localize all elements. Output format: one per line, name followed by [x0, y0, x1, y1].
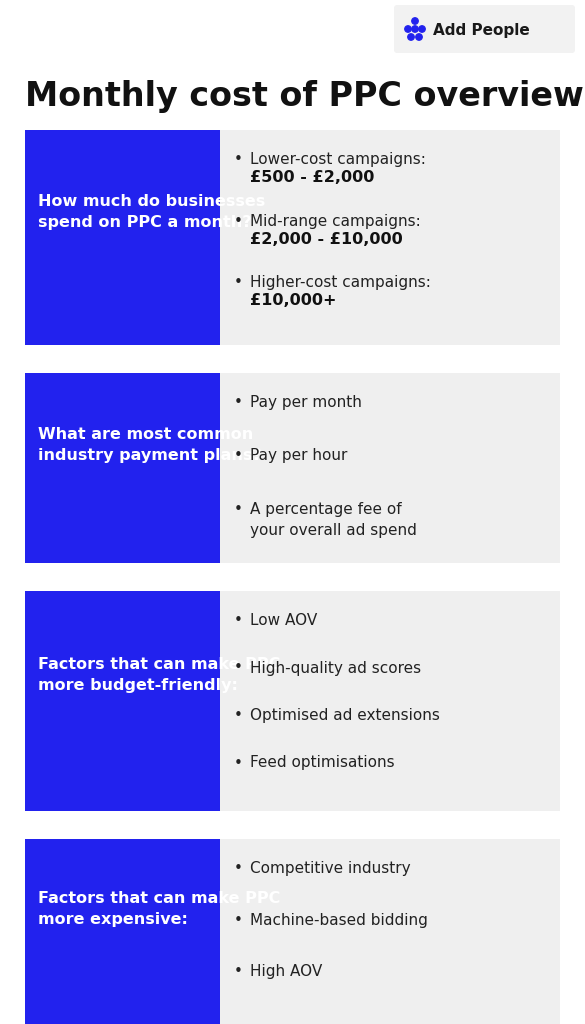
- Text: Lower-cost campaigns:: Lower-cost campaigns:: [250, 152, 426, 167]
- Text: •: •: [233, 502, 242, 517]
- FancyBboxPatch shape: [220, 130, 560, 345]
- Text: £500 - £2,000: £500 - £2,000: [250, 170, 374, 185]
- Text: High-quality ad scores: High-quality ad scores: [250, 660, 421, 676]
- Circle shape: [412, 17, 418, 25]
- Text: •: •: [233, 708, 242, 723]
- FancyBboxPatch shape: [220, 839, 560, 1024]
- Text: High AOV: High AOV: [250, 965, 322, 979]
- Text: •: •: [233, 275, 242, 291]
- FancyBboxPatch shape: [25, 130, 235, 345]
- FancyBboxPatch shape: [220, 373, 560, 563]
- Text: •: •: [233, 449, 242, 463]
- Text: Higher-cost campaigns:: Higher-cost campaigns:: [250, 275, 431, 291]
- Circle shape: [405, 26, 411, 32]
- Text: Pay per hour: Pay per hour: [250, 449, 347, 463]
- FancyBboxPatch shape: [25, 839, 235, 1024]
- Text: Factors that can make PPC
more expensive:: Factors that can make PPC more expensive…: [38, 891, 280, 928]
- Text: What are most common
industry payment plans?: What are most common industry payment pl…: [38, 427, 261, 463]
- Text: Machine-based bidding: Machine-based bidding: [250, 912, 428, 928]
- Text: •: •: [233, 660, 242, 676]
- Circle shape: [408, 34, 414, 40]
- Text: Pay per month: Pay per month: [250, 395, 362, 410]
- Text: How much do businesses
spend on PPC a month?: How much do businesses spend on PPC a mo…: [38, 194, 265, 229]
- Circle shape: [416, 34, 422, 40]
- FancyBboxPatch shape: [25, 373, 235, 563]
- FancyBboxPatch shape: [25, 591, 235, 811]
- Text: Factors that can make PPC
more budget-friendly:: Factors that can make PPC more budget-fr…: [38, 656, 280, 692]
- FancyBboxPatch shape: [394, 5, 575, 53]
- Text: £2,000 - £10,000: £2,000 - £10,000: [250, 231, 402, 247]
- Text: •: •: [233, 214, 242, 228]
- Text: •: •: [233, 395, 242, 410]
- Text: Feed optimisations: Feed optimisations: [250, 756, 395, 770]
- Text: Low AOV: Low AOV: [250, 613, 317, 628]
- Text: •: •: [233, 912, 242, 928]
- Text: Optimised ad extensions: Optimised ad extensions: [250, 708, 440, 723]
- Text: •: •: [233, 965, 242, 979]
- Text: •: •: [233, 861, 242, 876]
- Circle shape: [419, 26, 425, 32]
- Text: •: •: [233, 613, 242, 628]
- Text: A percentage fee of
your overall ad spend: A percentage fee of your overall ad spen…: [250, 502, 417, 538]
- Text: Add People: Add People: [433, 23, 530, 38]
- Text: £10,000+: £10,000+: [250, 293, 336, 308]
- Text: •: •: [233, 756, 242, 770]
- Text: Competitive industry: Competitive industry: [250, 861, 411, 876]
- FancyBboxPatch shape: [220, 591, 560, 811]
- Circle shape: [412, 26, 418, 32]
- Text: •: •: [233, 152, 242, 167]
- Text: Mid-range campaigns:: Mid-range campaigns:: [250, 214, 421, 228]
- Text: Monthly cost of PPC overview: Monthly cost of PPC overview: [25, 80, 584, 113]
